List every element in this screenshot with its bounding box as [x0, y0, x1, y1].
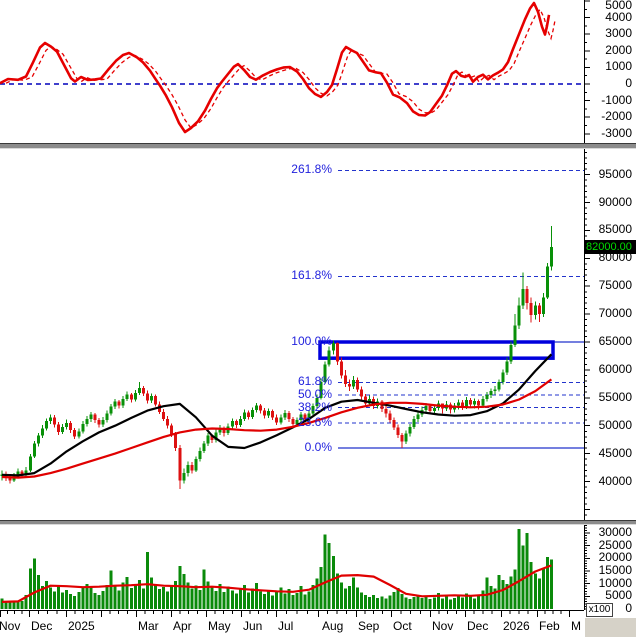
panel-resize-handle-top[interactable] [0, 143, 636, 149]
fib-level-label-23.6%: 23.6% [297, 414, 332, 429]
y-axis-label-top: 3000 [605, 26, 632, 41]
x-axis-label-2026: 2026 [503, 619, 530, 633]
x-axis-label-Nov: Nov [0, 619, 21, 633]
y-axis-label-price: 90000 [598, 194, 632, 209]
y-axis-label-top: 2000 [605, 42, 632, 57]
y-axis-label-volume: 30000 [598, 525, 632, 539]
y-axis-label-price: 55000 [598, 389, 632, 404]
y-axis-label-volume: 0 [625, 601, 632, 615]
fib-level-label-161.8%: 161.8% [291, 268, 332, 283]
x-axis-label-Dec: Dec [31, 619, 53, 633]
x-axis-label-2025: 2025 [68, 619, 95, 633]
ma-line [1, 378, 553, 479]
fib-level-label-38.2%: 38.2% [297, 399, 332, 414]
fib-level-label-261.8%: 261.8% [291, 162, 332, 177]
panel-resize-handle-bottom[interactable] [0, 520, 636, 525]
volume-bars [0, 529, 553, 609]
y-axis-label-volume: 20000 [598, 550, 632, 565]
fib-level-label-50.0%: 50.0% [297, 387, 332, 401]
y-axis-label-price: 70000 [598, 306, 632, 321]
y-axis-label-volume: 10000 [598, 575, 632, 590]
ma-line [1, 353, 553, 477]
x-axis-label-Feb: Feb [539, 619, 560, 633]
ma-line [1, 564, 552, 603]
oscillator-line [0, 1, 551, 134]
y-axis-label-price: 50000 [598, 417, 632, 432]
oscillator-signal-line [5, 8, 556, 129]
fib-level-label-100.0%: 100.0% [291, 334, 332, 348]
corner-spacer [585, 618, 636, 637]
x-axis-label-May: May [208, 619, 231, 633]
x-axis-label-Jun: Jun [243, 619, 263, 633]
x-axis-label-Jul: Jul [278, 619, 294, 633]
oscillator-panel [0, 1, 584, 134]
y-axis-label-volume: 5000 [605, 588, 632, 603]
last-price-label: 82000.00 [585, 240, 636, 254]
y-axis-label-top: -3000 [601, 125, 632, 140]
volume-panel [0, 529, 553, 609]
x-axis-label-Mar: Mar [138, 619, 159, 633]
y-axis-label-price: 45000 [598, 445, 632, 460]
y-axis-label-price: 80000 [598, 250, 632, 265]
y-axis-label-top: 5000 [605, 0, 632, 12]
y-axis-label-top: 4000 [605, 9, 632, 24]
y-axis-label-price: 40000 [598, 473, 632, 488]
y-axis-label-price: 60000 [598, 361, 632, 376]
x-axis-label-M: M [571, 619, 581, 633]
x-axis-label-Aug: Aug [322, 619, 344, 633]
x-axis-label-Apr: Apr [173, 619, 192, 633]
y-axis-label-price: 75000 [598, 278, 632, 293]
price-panel [0, 169, 584, 489]
y-axis-label-top: -1000 [601, 92, 632, 107]
fib-level-label-61.8%: 61.8% [297, 374, 332, 389]
axes [0, 0, 590, 617]
y-axis-label-price: 85000 [598, 222, 632, 237]
fib-level-label-0.0%: 0.0% [304, 440, 332, 455]
highlight-rectangle [318, 340, 555, 360]
x-axis-label-Nov: Nov [432, 619, 454, 633]
y-axis-label-top: -2000 [601, 109, 632, 124]
y-axis-label-volume: 25000 [598, 537, 632, 552]
volume-unit-label: x100 [586, 603, 613, 617]
y-axis-label-top: 1000 [605, 59, 632, 74]
y-axis-label-volume: 15000 [598, 563, 632, 577]
x-axis-label-Sep: Sep [358, 619, 380, 633]
y-axis-label-price: 95000 [598, 166, 632, 181]
y-axis-label-top: 0 [625, 76, 632, 90]
x-axis-label-Dec: Dec [467, 619, 489, 633]
x-axis-label-Oct: Oct [393, 619, 412, 633]
y-axis-label-price: 65000 [598, 334, 632, 348]
